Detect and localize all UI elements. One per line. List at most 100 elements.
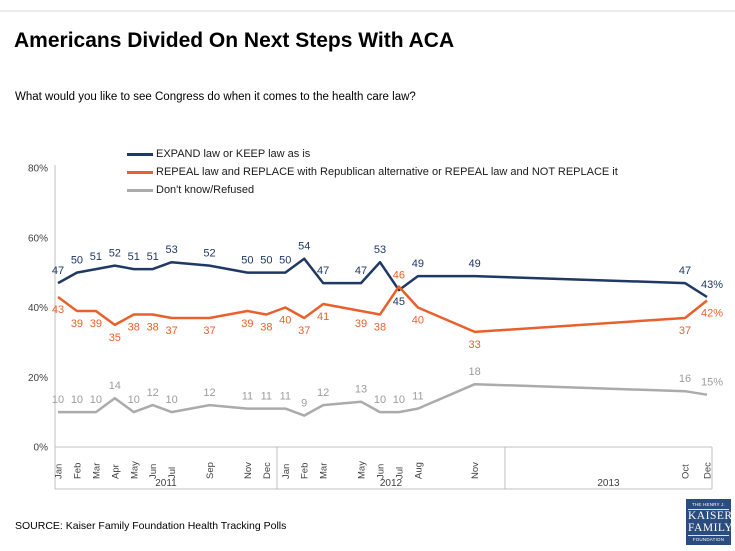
- month-label: Mar: [319, 463, 330, 479]
- data-label: 45: [393, 296, 405, 308]
- data-label: 51: [128, 251, 140, 263]
- data-label: 10: [90, 394, 102, 406]
- data-label: 38: [147, 321, 159, 333]
- year-label: 2011: [155, 478, 177, 489]
- y-axis-label: 60%: [28, 233, 48, 244]
- legend-item-dont-know: Don't know/Refused: [127, 181, 618, 199]
- legend-swatch-expand: [127, 152, 153, 156]
- data-label: 38: [374, 321, 386, 333]
- data-label: 51: [90, 251, 102, 263]
- logo-top-text: THE HENRY J.: [688, 502, 729, 510]
- data-label: 39: [71, 318, 83, 330]
- legend-label: EXPAND law or KEEP law as is: [156, 148, 311, 160]
- source-note: SOURCE: Kaiser Family Foundation Health …: [15, 520, 287, 532]
- data-label: 35: [109, 332, 121, 344]
- data-label: 47: [679, 265, 691, 277]
- data-label: 47: [317, 265, 329, 277]
- data-label: 38: [128, 321, 140, 333]
- data-label: 41: [317, 311, 329, 323]
- month-label: Dec: [703, 462, 714, 479]
- month-label: Apr: [110, 464, 121, 479]
- data-label: 12: [203, 387, 215, 399]
- data-label: 15%: [701, 377, 723, 389]
- data-label: 52: [203, 248, 215, 260]
- legend-item-repeal: REPEAL law and REPLACE with Republican a…: [127, 163, 618, 181]
- data-label: 39: [90, 318, 102, 330]
- data-label: 39: [355, 318, 367, 330]
- data-label: 52: [109, 248, 121, 260]
- y-axis-label: 20%: [28, 373, 48, 384]
- data-label: 11: [280, 391, 291, 403]
- year-label: 2013: [597, 478, 620, 489]
- data-label: 53: [166, 244, 178, 256]
- month-label: Mar: [91, 463, 102, 479]
- data-label: 50: [260, 255, 272, 267]
- data-label: 54: [298, 241, 310, 253]
- data-label: 50: [241, 255, 253, 267]
- month-label: Jun: [148, 464, 159, 479]
- data-label: 37: [298, 325, 310, 337]
- data-label: 40: [279, 315, 291, 327]
- data-label: 53: [374, 244, 386, 256]
- month-label: Jul: [394, 467, 405, 479]
- y-axis-label: 40%: [28, 303, 48, 314]
- legend-label: Don't know/Refused: [156, 184, 255, 196]
- month-label: Nov: [470, 462, 481, 479]
- data-label: 10: [166, 394, 178, 406]
- data-label: 10: [393, 394, 405, 406]
- data-label: 12: [147, 387, 159, 399]
- data-label: 10: [71, 394, 83, 406]
- data-label: 50: [279, 255, 291, 267]
- data-label: 50: [71, 255, 83, 267]
- data-label: 49: [469, 258, 481, 270]
- logo-family-text: FAMILY: [688, 522, 734, 534]
- data-label: 10: [374, 394, 386, 406]
- month-label: Feb: [300, 463, 311, 479]
- data-label: 47: [355, 265, 367, 277]
- data-label: 9: [301, 398, 307, 410]
- data-label: 13: [355, 384, 367, 396]
- legend-swatch-repeal: [127, 170, 153, 174]
- data-label: 43%: [701, 279, 723, 291]
- data-label: 37: [166, 325, 178, 337]
- legend-label: REPEAL law and REPLACE with Republican a…: [156, 166, 618, 178]
- chart-subtitle: What would you like to see Congress do w…: [15, 91, 416, 103]
- legend-swatch-dont-know: [127, 188, 153, 192]
- month-label: Oct: [681, 464, 692, 479]
- top-divider: [0, 10, 735, 12]
- chart-legend: EXPAND law or KEEP law as is REPEAL law …: [127, 145, 618, 199]
- month-label: May: [129, 461, 140, 479]
- series-line-0: [57, 257, 708, 299]
- data-label: 42%: [701, 308, 723, 320]
- month-label: Jan: [54, 464, 65, 479]
- series-line-1: [57, 285, 708, 334]
- logo-kaiser-text: KAISER: [688, 510, 733, 522]
- page-title: Americans Divided On Next Steps With ACA: [14, 29, 455, 52]
- legend-item-expand: EXPAND law or KEEP law as is: [127, 145, 618, 163]
- data-label: 11: [242, 391, 253, 403]
- data-label: 40: [412, 315, 424, 327]
- data-label: 10: [128, 394, 140, 406]
- month-label: Sep: [205, 462, 216, 479]
- data-label: 16: [679, 373, 691, 385]
- month-label: May: [357, 461, 368, 479]
- month-label: Jan: [281, 464, 292, 479]
- month-label: Nov: [243, 462, 254, 479]
- data-label: 46: [393, 270, 405, 282]
- month-label: Feb: [72, 463, 83, 479]
- year-label: 2012: [380, 478, 403, 489]
- series-line-2: [58, 382, 708, 417]
- data-label: 51: [147, 251, 159, 263]
- data-label: 11: [261, 391, 272, 403]
- data-label: 39: [241, 318, 253, 330]
- y-axis-label: 80%: [28, 164, 48, 175]
- month-label: Dec: [262, 462, 273, 479]
- month-label: Jul: [167, 467, 178, 479]
- data-label: 12: [317, 387, 329, 399]
- y-axis-label: 0%: [34, 443, 49, 454]
- month-label: Jun: [375, 464, 386, 479]
- data-label: 14: [109, 380, 121, 392]
- data-label: 38: [260, 321, 272, 333]
- data-label: 10: [52, 394, 64, 406]
- data-label: 37: [679, 325, 691, 337]
